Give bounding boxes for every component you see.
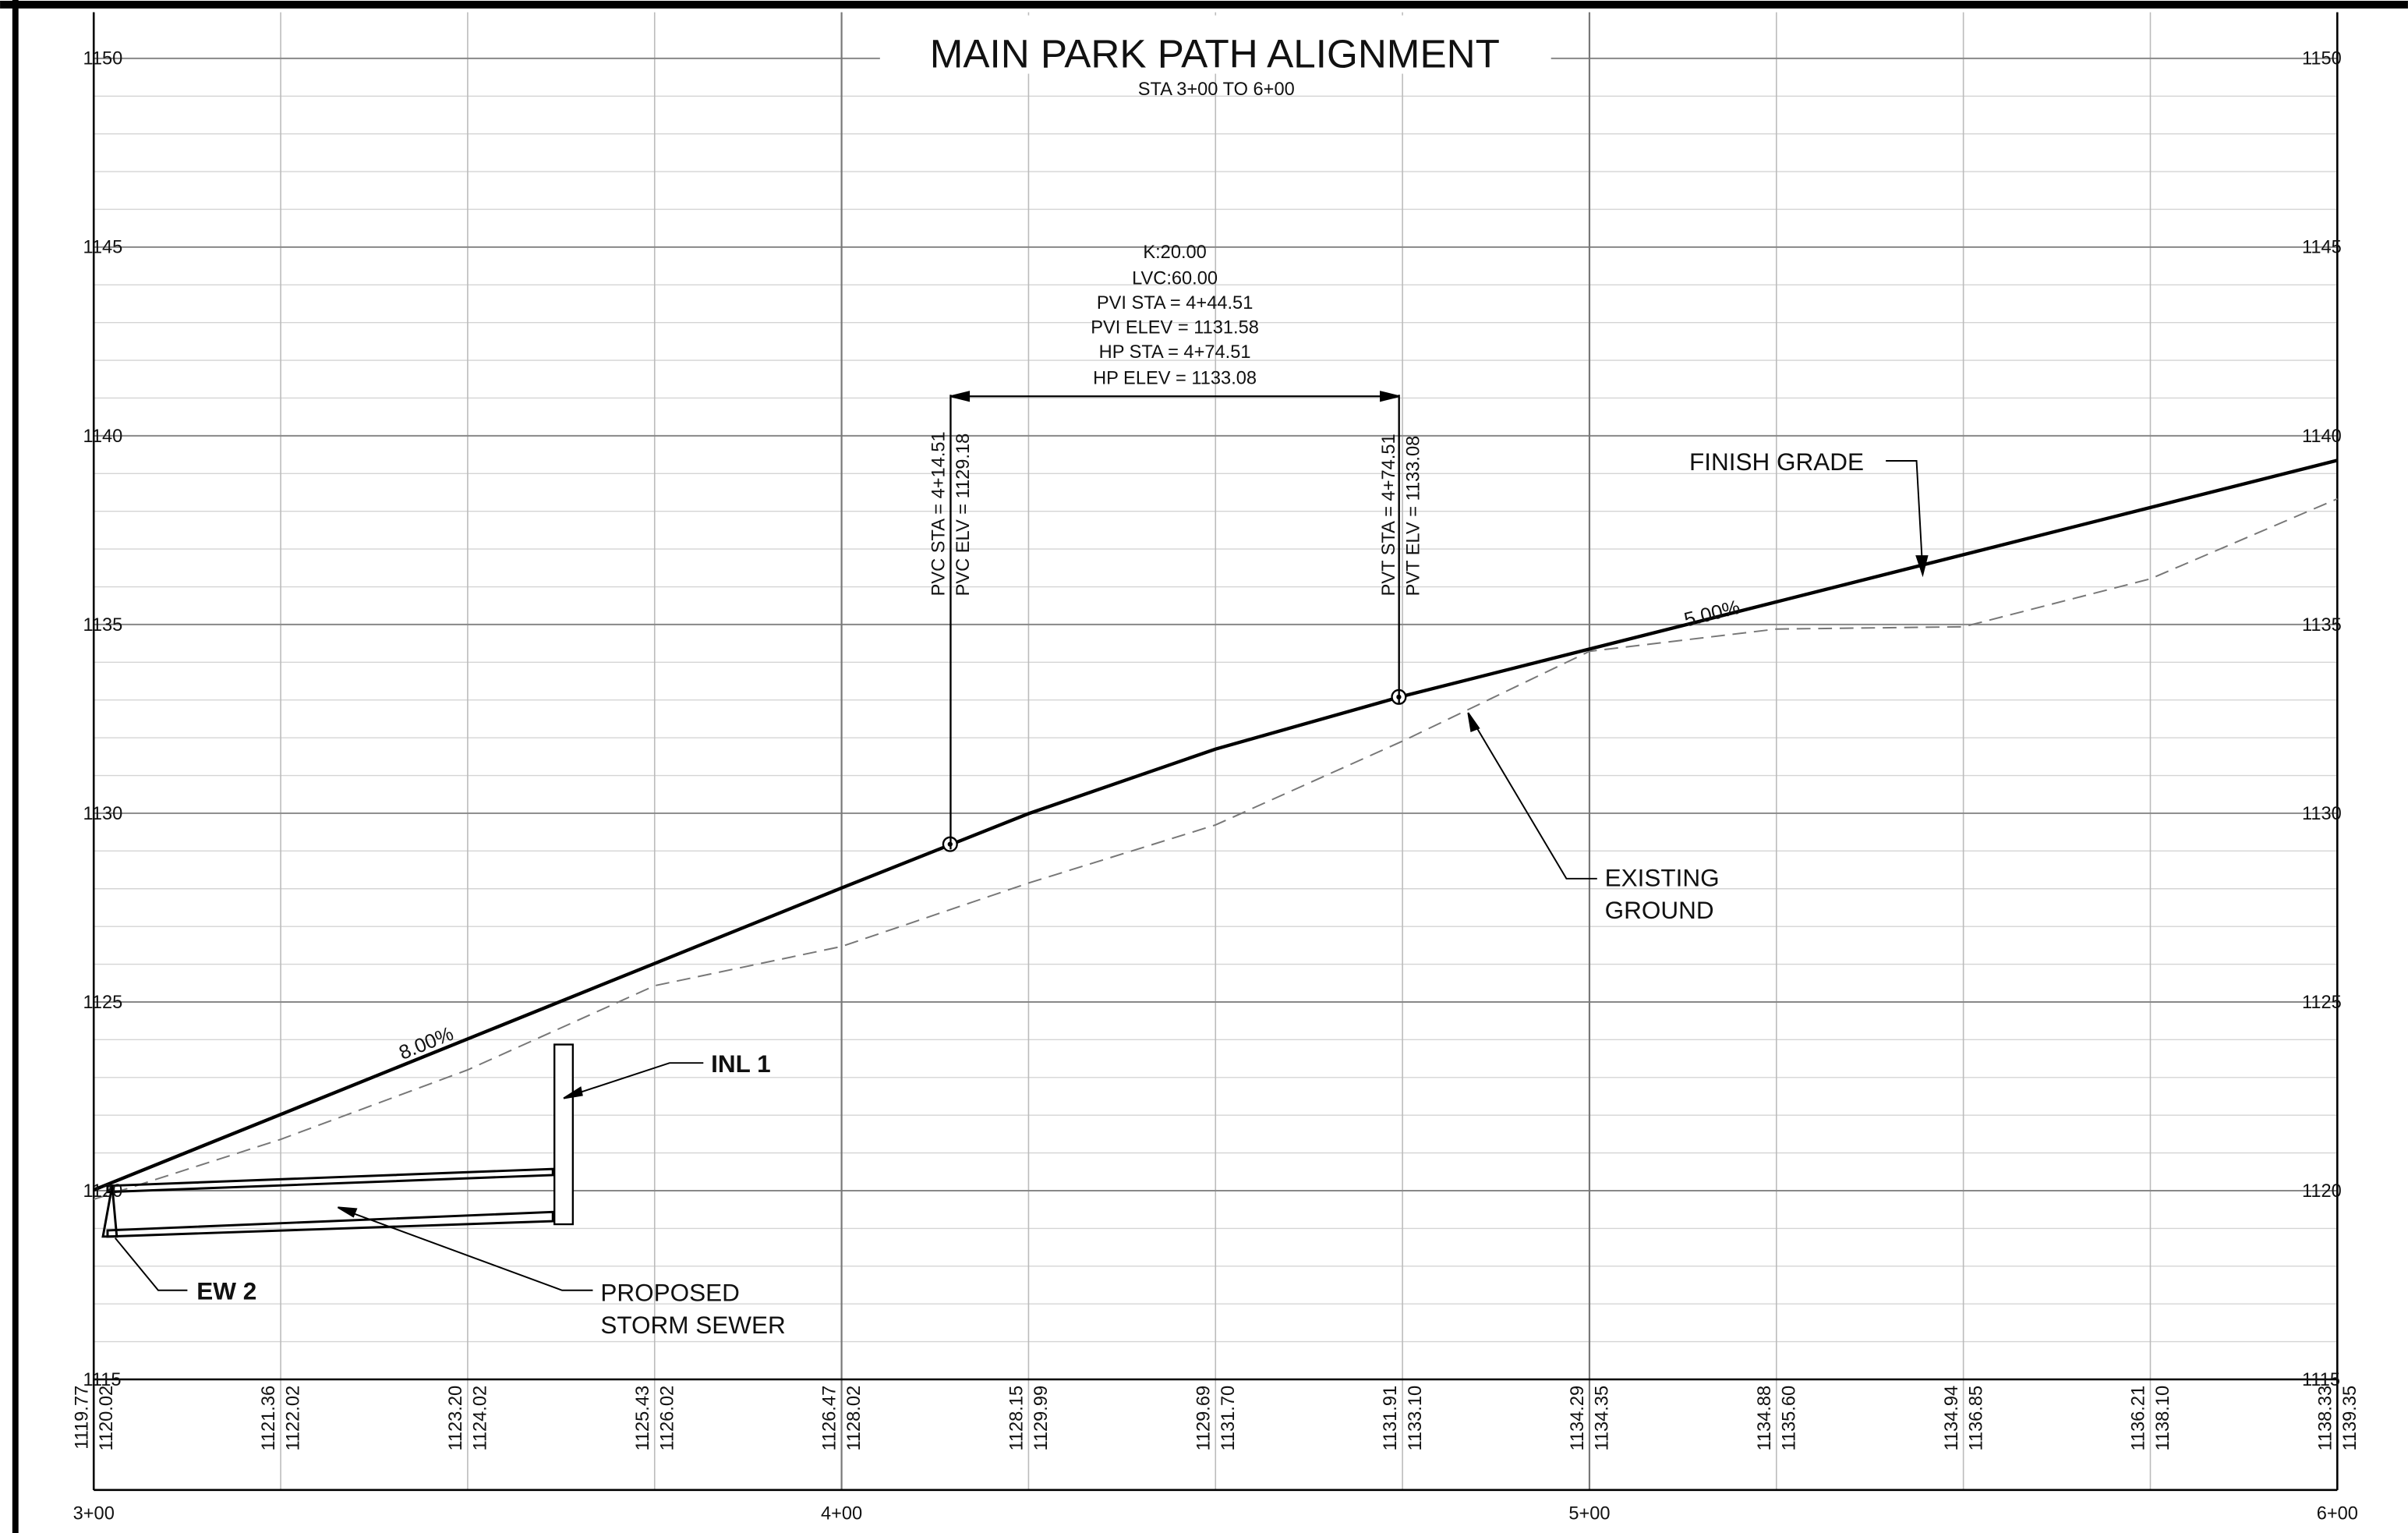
pipe-bottom [106, 1210, 554, 1238]
annotation: PVI STA = 4+44.51 [1097, 293, 1254, 313]
y-tick-label: 1145 [83, 238, 122, 258]
elevation-label: 1139.35 [2340, 1386, 2360, 1451]
annotation: PROPOSED [600, 1279, 740, 1307]
leader [115, 1237, 188, 1291]
y-tick-label-right: 1115 [2302, 1370, 2340, 1390]
y-tick-label-right: 1125 [2302, 993, 2342, 1013]
y-tick-label-right: 1145 [2302, 238, 2342, 258]
y-tick-label: 1140 [83, 427, 122, 447]
y-tick-label-right: 1140 [2302, 427, 2342, 447]
title: MAIN PARK PATH ALIGNMENT [930, 32, 1500, 76]
subtitle: STA 3+00 TO 6+00 [1138, 80, 1295, 100]
elevation-label: 1129.99 [1031, 1386, 1052, 1451]
profile-line [93, 458, 2338, 1192]
y-tick-label: 1115 [83, 1370, 121, 1390]
annotation: STORM SEWER [600, 1311, 785, 1339]
leader [341, 1208, 593, 1291]
elevation-label: 1126.02 [657, 1386, 677, 1451]
arrow [1915, 555, 1929, 578]
annotation: EXISTING [1605, 864, 1720, 892]
x-tick-label: 6+00 [2317, 1503, 2358, 1524]
y-tick-label: 1120 [83, 1181, 122, 1202]
labels: 1115 1115 1120 1120 1125 1125 1130 1130 1135 1135… [72, 49, 2360, 1524]
arrow [337, 1206, 358, 1218]
elevation-label: 1133.10 [1406, 1386, 1426, 1451]
y-tick-label: 1130 [83, 804, 122, 824]
elevation-label: 1124.02 [471, 1386, 491, 1451]
annotation: HP STA = 4+74.51 [1099, 342, 1251, 363]
elevation-label: 1134.88 [1755, 1386, 1775, 1451]
elevation-label: 1134.94 [1942, 1386, 1962, 1451]
elevation-label: 1123.20 [446, 1386, 466, 1451]
elevation-label: 1120.02 [97, 1386, 117, 1451]
y-tick-label: 1150 [83, 49, 122, 69]
title-box [879, 15, 1551, 74]
elevation-label: 1136.21 [2129, 1386, 2149, 1451]
annotation: PVI ELEV = 1131.58 [1091, 317, 1259, 338]
elevation-label: 1125.43 [633, 1386, 653, 1451]
leader [1469, 715, 1597, 880]
elevation-label: 1131.91 [1381, 1386, 1401, 1451]
annotation: EW 2 [196, 1277, 256, 1305]
pipe-top [106, 1167, 554, 1194]
elevation-label: 1134.29 [1568, 1386, 1588, 1451]
y-tick-label-right: 1130 [2302, 804, 2342, 824]
arrow [1380, 391, 1399, 402]
profile-line [93, 497, 2338, 1201]
grid [92, 12, 2339, 1492]
annotation: K:20.00 [1143, 243, 1206, 263]
annotation: FINISH GRADE [1689, 448, 1864, 476]
elevation-label: 1119.77 [72, 1386, 92, 1450]
x-tick-label: 5+00 [1568, 1503, 1610, 1524]
elevation-label: 1138.33 [2315, 1386, 2336, 1451]
arrow [950, 391, 971, 402]
annotation: HP ELEV = 1133.08 [1093, 368, 1257, 388]
elevation-label: 1138.10 [2153, 1386, 2173, 1451]
annotation: PVC ELV = 1129.18 [953, 434, 974, 597]
y-tick-label-right: 1150 [2302, 49, 2342, 69]
elevation-label: 1126.47 [820, 1386, 840, 1451]
annotation: PVT ELV = 1133.08 [1403, 436, 1423, 597]
elevation-label: 1131.70 [1218, 1386, 1239, 1451]
elevation-label: 1135.60 [1779, 1386, 1799, 1451]
elevation-label: 1121.36 [259, 1386, 279, 1451]
y-tick-label-right: 1120 [2302, 1181, 2342, 1202]
leader [1886, 459, 1924, 572]
elevation-label: 1128.02 [844, 1386, 865, 1451]
elevation-label: 1128.15 [1007, 1386, 1027, 1451]
elevation-label: 1122.02 [284, 1386, 304, 1451]
elevation-label: 1134.35 [1593, 1386, 1613, 1451]
x-tick-label: 4+00 [821, 1503, 862, 1524]
inlet [553, 1043, 575, 1226]
y-tick-label-right: 1135 [2302, 615, 2342, 636]
annotation: INL 1 [711, 1050, 770, 1078]
arrow [563, 1086, 583, 1099]
leader [566, 1062, 704, 1098]
endwall [101, 1185, 118, 1238]
annotation: GROUND [1605, 896, 1714, 924]
y-tick-label: 1125 [83, 993, 122, 1013]
annotation: PVT STA = 4+74.51 [1379, 434, 1399, 596]
arrow [1467, 712, 1480, 733]
x-tick-label: 3+00 [73, 1503, 115, 1524]
annotation: LVC:60.00 [1132, 268, 1218, 289]
y-tick-label: 1135 [83, 615, 122, 636]
elevation-label: 1129.69 [1193, 1386, 1214, 1451]
elevation-label: 1136.85 [1966, 1386, 1986, 1451]
annotation: PVC STA = 4+14.51 [929, 431, 949, 596]
